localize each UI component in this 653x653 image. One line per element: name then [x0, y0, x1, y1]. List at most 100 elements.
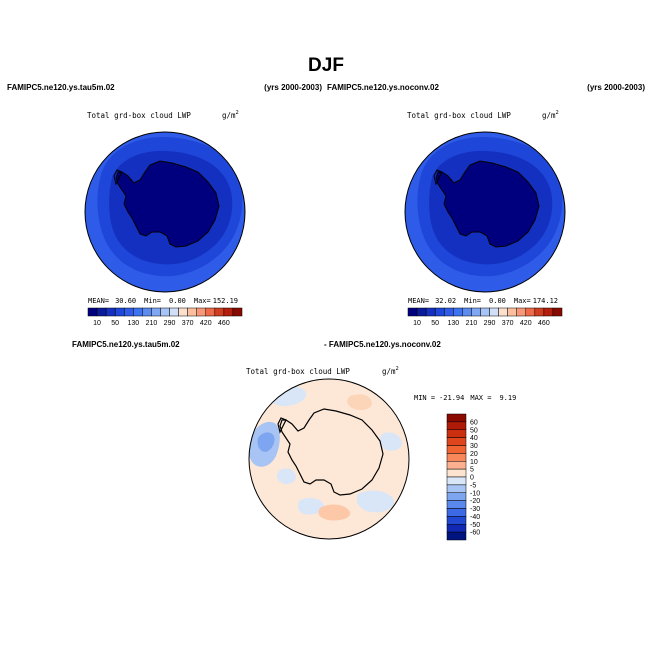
diff-patch-negative-5 — [297, 498, 324, 515]
diff-colorbar-tick-label: 20 — [470, 451, 478, 458]
right-stats: MEAN= 32.02 Min= 0.00 Max= 174.12 — [408, 297, 558, 305]
left-mean-label: MEAN= — [88, 297, 109, 305]
diff-colorbar-swatch — [446, 484, 467, 493]
diff-panel: FAMIPC5.ne120.ys.tau5m.02 - FAMIPC5.ne12… — [72, 340, 516, 541]
right-min-value: 0.00 — [489, 297, 506, 305]
right-colorbar-tick-label: 130 — [447, 320, 459, 327]
left-colorbar-swatch — [196, 307, 207, 317]
diff-colorbar-tick-label: 0 — [470, 475, 474, 482]
left-map — [85, 132, 245, 292]
left-max-label: Max= — [194, 297, 211, 305]
right-colorbar-swatch — [498, 307, 508, 317]
diff-patch-positive-2 — [347, 394, 372, 411]
left-panel: Total grd-box cloud LWP g/m2 MEAN= 30.60 M… — [84, 110, 246, 327]
diff-units: g/m2 — [382, 366, 399, 376]
right-units-base: g/m — [542, 111, 556, 120]
right-colorbar-tick-label: 420 — [520, 320, 532, 327]
right-colorbar: 10 50 130 210 290 370 420 460 — [407, 307, 563, 327]
right-colorbar-swatch — [534, 307, 545, 317]
left-colorbar-swatch — [151, 307, 161, 317]
left-colorbar-swatch — [114, 307, 125, 317]
left-units-base: g/m — [222, 111, 236, 120]
diff-colorbar-tick-label: 30 — [470, 443, 478, 450]
diff-colorbar-swatch — [446, 461, 467, 470]
diff-patch-negative-4 — [356, 490, 395, 513]
right-field-title: Total grd-box cloud LWP — [407, 111, 511, 120]
right-colorbar-swatch — [453, 307, 463, 317]
right-colorbar-swatch — [471, 307, 481, 317]
diff-patch-negative-2 — [257, 432, 275, 452]
left-field-title: Total grd-box cloud LWP — [87, 111, 191, 120]
right-mean-label: MEAN= — [408, 297, 429, 305]
diff-colorbar-swatch — [446, 413, 467, 423]
right-colorbar-swatch — [552, 307, 563, 317]
diff-label-b: - FAMIPC5.ne120.ys.noconv.02 — [324, 340, 441, 349]
diff-colorbar-tick-label: 60 — [470, 419, 478, 426]
diff-colorbar-swatch — [446, 508, 467, 517]
diff-stats: MIN = -21.94 MAX = 9.19 — [414, 394, 516, 402]
right-mean-value: 32.02 — [435, 297, 456, 305]
right-years-label: (yrs 2000-2003) — [587, 83, 645, 92]
diff-field-title: Total grd-box cloud LWP — [246, 367, 350, 376]
right-colorbar-swatch — [507, 307, 517, 317]
right-min-label: Min= — [464, 297, 481, 305]
diff-colorbar-tick-label: -40 — [470, 514, 480, 521]
left-colorbar-tick-label: 210 — [146, 320, 158, 327]
diff-units-sup: 2 — [396, 366, 399, 372]
left-min-label: Min= — [144, 297, 161, 305]
diff-colorbar-tick-label: -50 — [470, 522, 480, 529]
right-colorbar-tick-label: 370 — [502, 320, 514, 327]
left-colorbar-swatch — [223, 307, 234, 317]
diff-colorbar-swatch — [446, 531, 467, 541]
diff-colorbar-swatch — [446, 468, 467, 478]
left-colorbar-swatch — [169, 307, 179, 317]
diff-map — [249, 379, 409, 539]
left-mean-value: 30.60 — [115, 297, 136, 305]
diff-max-label: MAX = — [470, 394, 491, 402]
left-colorbar-swatch — [142, 307, 152, 317]
right-map-border — [404, 131, 566, 293]
diff-colorbar-swatch — [446, 445, 467, 454]
right-colorbar-swatch — [525, 307, 536, 317]
left-colorbar-tick-label: 290 — [164, 320, 176, 327]
diff-colorbar-swatch — [446, 516, 467, 525]
diff-map-border — [248, 378, 410, 540]
left-colorbar-swatch — [160, 307, 170, 317]
diff-patch-negative-6 — [277, 468, 296, 485]
diff-colorbar-tick-label: 50 — [470, 427, 478, 434]
right-units: g/m2 — [542, 110, 559, 120]
left-colorbar-swatch — [96, 307, 107, 317]
left-colorbar-swatch — [133, 307, 143, 317]
diff-label-a: FAMIPC5.ne120.ys.tau5m.02 — [72, 340, 180, 349]
diff-min-label: MIN = — [414, 394, 435, 402]
right-colorbar-tick-label: 50 — [431, 320, 439, 327]
left-colorbar-swatch — [187, 307, 197, 317]
left-map-border — [84, 131, 246, 293]
right-colorbar-swatch — [516, 307, 527, 317]
diff-patch-negative-7 — [379, 432, 402, 451]
right-colorbar-swatch — [407, 307, 418, 317]
left-colorbar-tick-label: 10 — [93, 320, 101, 327]
right-case-label: FAMIPC5.ne120.ys.noconv.02 — [327, 83, 439, 92]
left-colorbar-tick-label: 50 — [111, 320, 119, 327]
left-max-value: 152.19 — [213, 297, 238, 305]
left-colorbar-tick-label: 420 — [200, 320, 212, 327]
right-antarctica — [435, 160, 540, 248]
left-units-sup: 2 — [236, 110, 239, 116]
left-antarctica — [115, 160, 220, 248]
diff-colorbar-tick-label: -60 — [470, 530, 480, 537]
right-colorbar-swatch — [489, 307, 499, 317]
left-min-value: 0.00 — [169, 297, 186, 305]
right-colorbar-swatch — [480, 307, 490, 317]
diff-colorbar-swatch — [446, 437, 467, 446]
right-max-value: 174.12 — [533, 297, 558, 305]
right-max-label: Max= — [514, 297, 531, 305]
right-colorbar-swatch — [462, 307, 472, 317]
diff-colorbar-swatch — [446, 476, 467, 486]
right-colorbar-tick-label: 10 — [413, 320, 421, 327]
diff-units-base: g/m — [382, 367, 396, 376]
left-colorbar-swatch — [232, 307, 243, 317]
left-colorbar-tick-label: 130 — [127, 320, 139, 327]
